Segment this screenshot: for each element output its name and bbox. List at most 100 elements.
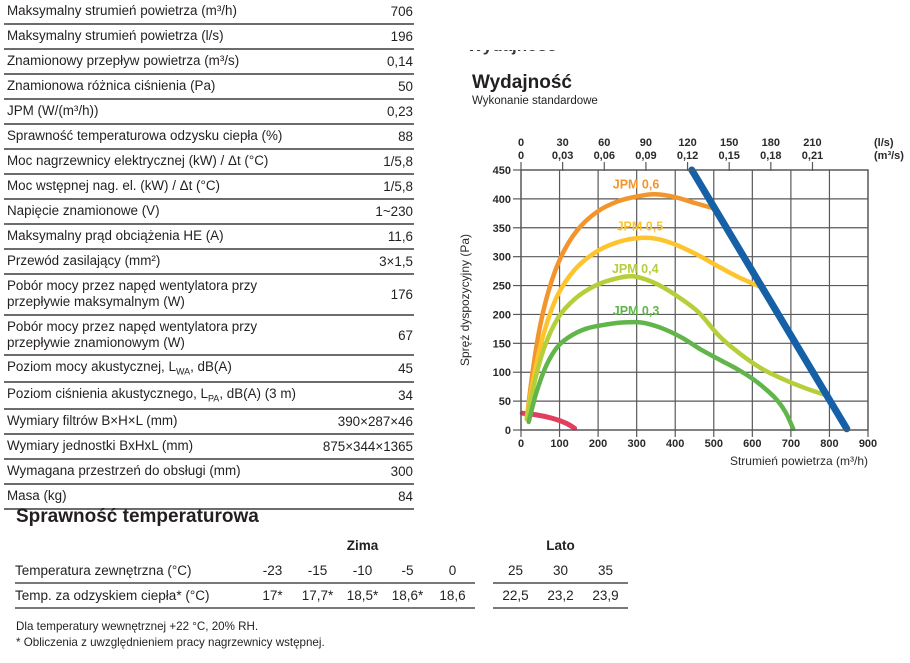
spec-value: 67 [398,327,413,343]
tick-label: 210 [803,137,821,149]
tick-label: 0 [518,137,524,149]
spec-label: Moc nagrzewnicy elektrycznej (kW) / Δt (… [7,153,269,169]
spec-row: Poziom ciśnienia akustycznego, LPA, dB(A… [4,383,414,410]
tick-label: 300 [627,438,645,450]
spacer [475,559,493,584]
efficiency-cell: 17* [262,588,283,603]
tick-label: 0 [518,438,524,450]
spec-value: 390×287×46 [337,413,413,429]
tick-label: 900 [859,438,877,450]
spec-value: 11,6 [387,229,413,244]
efficiency-table: Zima Lato Temperatura zewnętrzna (°C) -23 -1… [15,538,628,609]
spec-label: Poziom mocy akustycznej, LWA, dB(A) [7,359,232,378]
spec-table: Maksymalny strumień powietrza (m³/h) 706 M… [4,0,414,510]
curve-label: JPM 0,3 [613,304,660,318]
top-axis-unit-m3s: (m³/s) [874,150,904,162]
tick-label: 100 [550,438,568,450]
tick-label: 400 [666,438,684,450]
spec-label: Maksymalny strumień powietrza (l/s) [7,28,224,44]
efficiency-cell: -23 [262,563,283,578]
tick-label: 300 [493,252,511,264]
efficiency-cell: 17,7* [301,588,334,603]
efficiency-cell: 30 [552,563,569,578]
tick-label: 0 [518,150,524,162]
tick-label: 60 [598,137,610,149]
spec-row: Maksymalny strumień powietrza (l/s) 196 [4,25,414,50]
spec-row: Poziom mocy akustycznej, LWA, dB(A) 45 [4,356,414,384]
spec-label: Poziom ciśnienia akustycznego, LPA, dB(A… [7,386,296,404]
tick-label: 0,09 [635,150,656,162]
spec-label: JPM (W/(m³/h)) [7,103,99,119]
top-axis-unit-ls: (l/s) [874,137,894,149]
spec-row: Sprawność temperaturowa odzysku ciepła (… [4,125,414,150]
spec-row: Moc wstępnej nag. el. (kW) / Δt (°C) 1/5,… [4,175,414,200]
spec-value: 0,14 [386,54,413,69]
efficiency-cell: -15 [307,563,328,578]
efficiency-row-label: Temperatura zewnętrzna (°C) [15,563,192,578]
tick-label: 50 [499,396,511,408]
spec-row: Wymiary filtrów B×H×L (mm) 390×287×46 [4,410,414,435]
spec-value: 0,23 [386,104,413,119]
spec-value: 3×1,5 [379,254,413,269]
cropped-heading-fragment: Wydajność [467,50,577,55]
x-axis-title: Strumień powietrza (m³/h) [730,454,868,468]
tick-label: 700 [782,438,800,450]
efficiency-row-left: Temp. za odzyskiem ciepła* (°C) 17* 17,7* 1… [15,584,475,609]
spec-row: Pobór mocy przez napęd wentylatora przy … [4,316,414,357]
tick-label: 0 [505,425,511,437]
efficiency-row-left: Temperatura zewnętrzna (°C) -23 -15 -10 -5 0 [15,559,475,584]
spec-row: Moc nagrzewnicy elektrycznej (kW) / Δt (… [4,150,414,175]
spec-label: Znamionowy przepływ powietrza (m³/s) [7,53,240,69]
tick-label: 0,21 [802,150,823,162]
efficiency-row: Temperatura zewnętrzna (°C) -23 -15 -10 -5 0 2… [15,559,628,584]
curve-label: JPM 0,5 [617,220,664,234]
spec-label: Sprawność temperaturowa odzysku ciepła (… [7,128,283,144]
tick-label: 30 [557,137,569,149]
efficiency-cell: 18,5* [346,588,379,603]
series-JPM 0,3 [526,319,796,432]
spec-label: Znamionowa różnica ciśnienia (Pa) [7,78,216,94]
tick-label: 400 [493,194,511,206]
spec-value: 45 [398,361,413,377]
series-JPM 0,5 [524,235,765,420]
cropped-heading-text: Wydajność [467,50,577,54]
curve-label: JPM 0,6 [613,177,660,191]
spec-value: 84 [398,488,413,504]
footnotes: Dla temperatury wewnętrznej +22 °C, 20% … [16,619,325,651]
efficiency-title: Sprawność temperaturowa [16,506,259,527]
tick-label: 350 [493,223,511,235]
efficiency-cell: 23,9 [592,588,619,603]
tick-label: 150 [720,137,738,149]
efficiency-cell: -10 [352,563,373,578]
spec-value: 875×344×1365 [322,438,413,454]
tick-label: 600 [743,438,761,450]
spec-row: Maksymalny strumień powietrza (m³/h) 706 [4,0,414,25]
chart-subtitle: Wykonanie standardowe [472,95,598,107]
tick-label: 90 [640,137,652,149]
spec-label: Pobór mocy przez napęd wentylatora przy … [7,318,258,351]
efficiency-cell: 35 [597,563,614,578]
efficiency-cell: 25 [507,563,524,578]
spec-label: Maksymalny prąd obciążenia HE (A) [7,228,224,244]
spec-label: Masa (kg) [7,487,67,503]
spec-value: 88 [398,129,413,144]
tick-label: 200 [589,438,607,450]
spec-value: 1/5,8 [383,179,413,194]
plot-border [520,169,869,431]
spec-row: JPM (W/(m³/h)) 0,23 [4,100,414,125]
spec-value: 176 [390,286,413,302]
spec-label: Napięcie znamionowe (V) [7,203,160,219]
efficiency-cell: 22,5 [502,588,529,603]
spec-value: 50 [398,79,413,94]
spec-label: Wymiary jednostki BxHxL (mm) [7,437,194,453]
tick-label: 0,15 [718,150,739,162]
chart-title: Wydajność [472,72,572,93]
spec-label: Maksymalny strumień powietrza (m³/h) [7,3,237,19]
tick-label: 150 [493,338,511,350]
spec-row: Przewód zasilający (mm²) 3×1,5 [4,250,414,275]
efficiency-row-right: 22,5 23,2 23,9 [493,584,628,609]
tick-label: 0,03 [552,150,573,162]
series-JPM 0,4 [524,273,829,422]
